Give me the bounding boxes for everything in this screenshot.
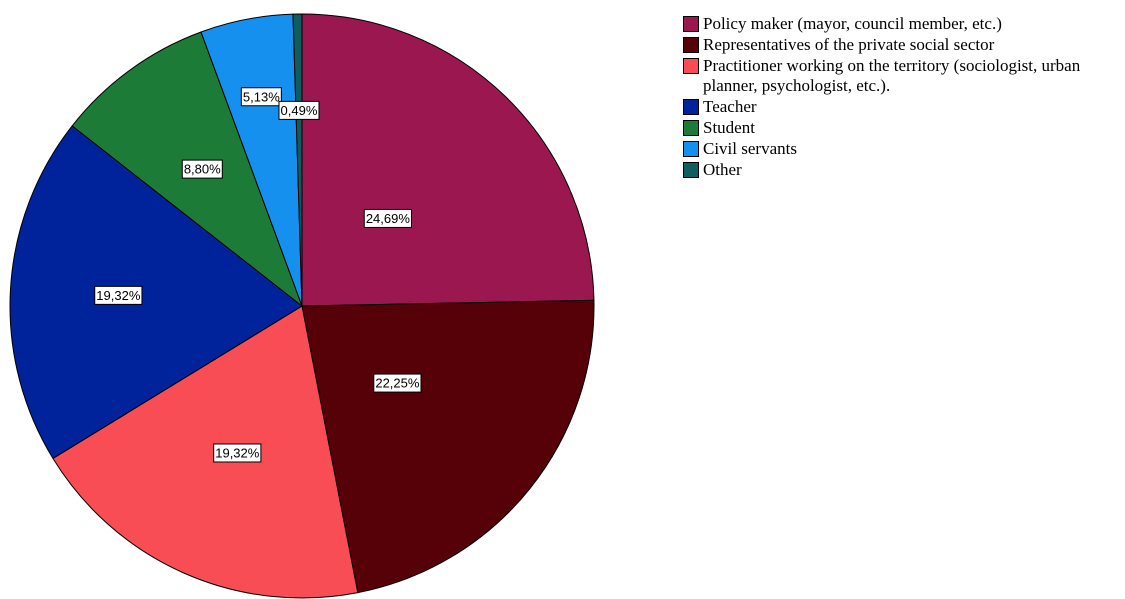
slice-value-text: 22,25% [375, 376, 420, 391]
pie-slice [301, 13, 595, 307]
legend-swatch [683, 120, 699, 136]
legend-label: Practitioner working on the territory (s… [703, 56, 1081, 95]
pie-slice [9, 125, 303, 460]
legend-swatch [683, 141, 699, 157]
slice-value-label-box [213, 443, 262, 463]
legend-swatch [683, 16, 699, 32]
slice-value-label: 22,25% [373, 373, 422, 393]
legend-swatch [683, 162, 699, 178]
slice-value-label: 5,13% [240, 87, 282, 107]
legend: Policy maker (mayor, council member, etc… [683, 14, 1123, 181]
legend-swatch [683, 37, 699, 53]
legend-item: Other [683, 160, 1123, 180]
legend-swatch [683, 58, 699, 74]
legend-item: Practitioner working on the territory (s… [683, 56, 1123, 96]
legend-item: Policy maker (mayor, council member, etc… [683, 14, 1123, 34]
slice-value-label-box [181, 159, 223, 179]
legend-item: Civil servants [683, 139, 1123, 159]
legend-label: Teacher [703, 97, 757, 116]
legend-item: Teacher [683, 97, 1123, 117]
legend-label: Representatives of the private social se… [703, 35, 995, 54]
slice-value-label-box [94, 285, 143, 305]
legend-label: Student [703, 118, 755, 137]
slice-value-text: 5,13% [243, 89, 280, 104]
legend-item: Representatives of the private social se… [683, 35, 1123, 55]
slice-value-label: 19,32% [213, 443, 262, 463]
slice-value-label-box [373, 373, 422, 393]
pie-slice [292, 13, 303, 307]
legend-label: Other [703, 160, 742, 179]
pie-slice [52, 305, 359, 599]
slice-value-text: 8,80% [184, 162, 221, 177]
slice-value-text: 0,49% [281, 103, 318, 118]
slice-value-label: 0,49% [278, 100, 320, 120]
slice-value-label-box [363, 208, 412, 228]
slice-value-text: 19,32% [96, 288, 141, 303]
slice-value-label: 19,32% [94, 285, 143, 305]
legend-label: Policy maker (mayor, council member, etc… [703, 14, 1002, 33]
pie-slice [301, 299, 595, 594]
legend-item: Student [683, 118, 1123, 138]
slice-value-text: 24,69% [366, 211, 411, 226]
slice-value-text: 19,32% [215, 445, 260, 460]
legend-label: Civil servants [703, 139, 797, 158]
slice-value-label: 24,69% [363, 208, 412, 228]
slice-value-label: 8,80% [181, 159, 223, 179]
legend-swatch [683, 99, 699, 115]
slice-value-label-box [240, 87, 282, 107]
slice-value-label-box [278, 100, 320, 120]
